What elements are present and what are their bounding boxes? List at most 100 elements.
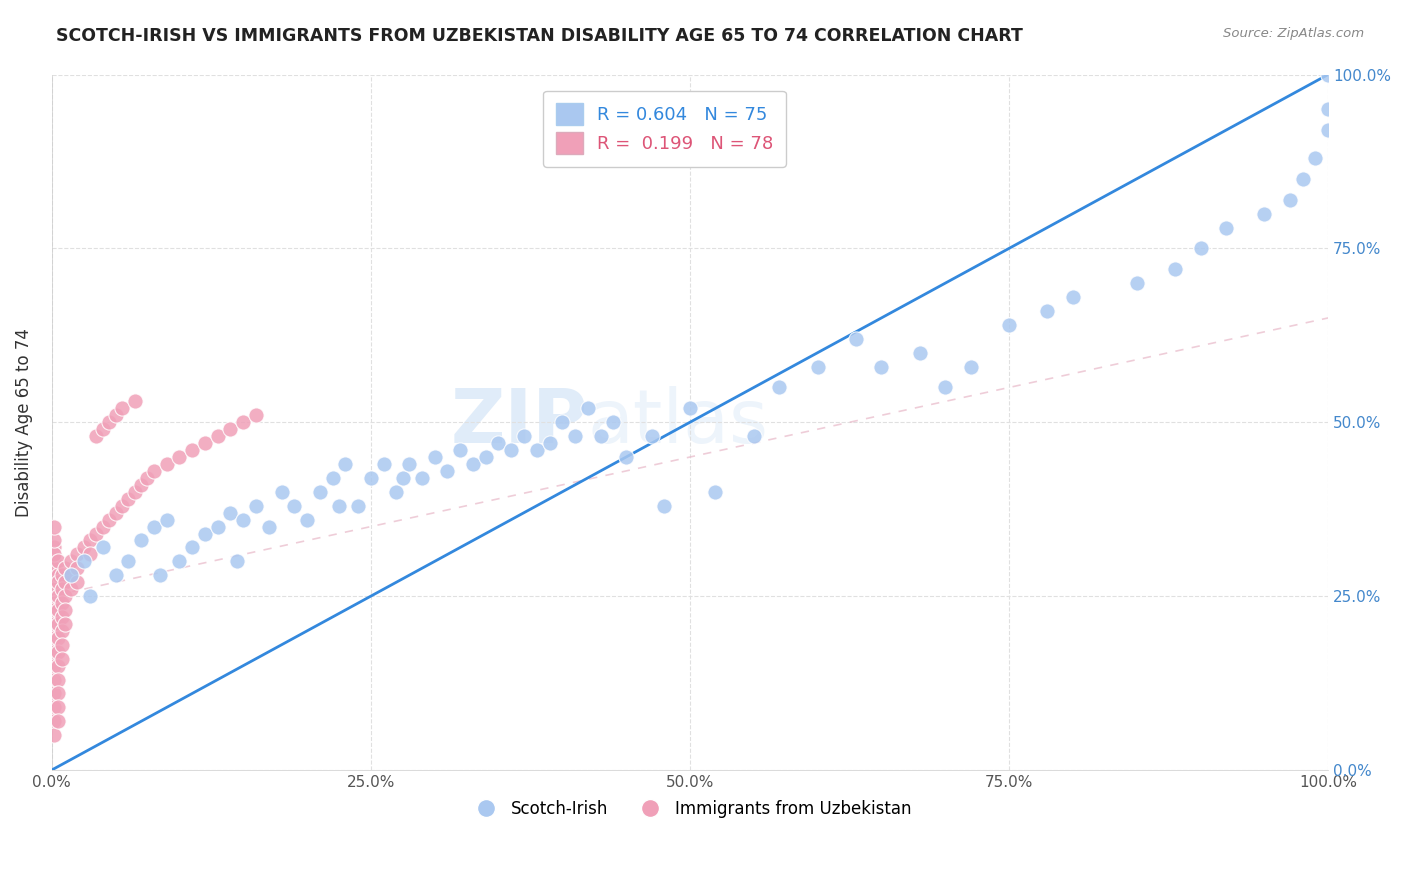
Point <box>66 548 89 562</box>
Point <box>117 491 139 506</box>
Point <box>111 499 134 513</box>
Point <box>66 561 89 575</box>
Point <box>98 415 121 429</box>
Point <box>501 443 523 458</box>
Point <box>44 603 66 617</box>
Point <box>51 638 73 652</box>
Point <box>59 568 82 582</box>
Point <box>129 478 152 492</box>
Point <box>998 318 1021 332</box>
Point <box>136 471 159 485</box>
Point <box>589 429 612 443</box>
Point <box>59 582 82 597</box>
Point <box>436 464 458 478</box>
Point <box>53 603 76 617</box>
Point <box>423 450 446 464</box>
Point <box>156 513 179 527</box>
Point <box>44 645 66 659</box>
Point <box>169 554 191 568</box>
Point <box>46 603 69 617</box>
Point <box>270 484 292 499</box>
Point <box>44 561 66 575</box>
Point <box>679 401 702 416</box>
Point <box>1305 151 1327 165</box>
Point <box>44 658 66 673</box>
Point <box>44 728 66 742</box>
Point <box>59 554 82 568</box>
Point <box>219 506 242 520</box>
Point <box>51 596 73 610</box>
Point <box>1291 171 1313 186</box>
Point <box>86 526 108 541</box>
Point <box>44 673 66 687</box>
Legend: Scotch-Irish, Immigrants from Uzbekistan: Scotch-Irish, Immigrants from Uzbekistan <box>463 793 918 824</box>
Point <box>44 568 66 582</box>
Text: SCOTCH-IRISH VS IMMIGRANTS FROM UZBEKISTAN DISABILITY AGE 65 TO 74 CORRELATION C: SCOTCH-IRISH VS IMMIGRANTS FROM UZBEKIST… <box>56 27 1024 45</box>
Point <box>614 450 637 464</box>
Point <box>1278 193 1301 207</box>
Point <box>283 499 305 513</box>
Y-axis label: Disability Age 65 to 74: Disability Age 65 to 74 <box>15 328 32 516</box>
Point <box>53 616 76 631</box>
Point <box>44 554 66 568</box>
Point <box>44 541 66 555</box>
Point <box>46 714 69 729</box>
Point <box>551 415 574 429</box>
Point <box>46 589 69 603</box>
Point <box>806 359 828 374</box>
Point <box>44 616 66 631</box>
Point <box>742 429 765 443</box>
Point <box>373 457 395 471</box>
Point <box>1215 220 1237 235</box>
Point <box>73 554 96 568</box>
Point <box>51 651 73 665</box>
Point <box>46 616 69 631</box>
Point <box>335 457 357 471</box>
Point <box>870 359 893 374</box>
Point <box>53 561 76 575</box>
Point <box>79 589 101 603</box>
Point <box>44 575 66 590</box>
Point <box>768 380 790 394</box>
Point <box>104 506 127 520</box>
Point <box>51 624 73 638</box>
Point <box>576 401 599 416</box>
Point <box>232 415 254 429</box>
Point <box>124 484 146 499</box>
Point <box>46 554 69 568</box>
Point <box>44 519 66 533</box>
Point <box>602 415 624 429</box>
Point <box>73 541 96 555</box>
Point <box>194 526 217 541</box>
Point <box>295 513 318 527</box>
Point <box>1062 290 1084 304</box>
Point <box>44 714 66 729</box>
Point <box>1164 262 1187 277</box>
Point <box>385 484 408 499</box>
Point <box>181 443 204 458</box>
Point <box>46 673 69 687</box>
Point <box>474 450 496 464</box>
Point <box>461 457 484 471</box>
Point <box>1125 276 1147 290</box>
Point <box>488 436 510 450</box>
Point <box>44 533 66 548</box>
Point <box>347 499 370 513</box>
Point <box>46 631 69 645</box>
Point <box>219 422 242 436</box>
Point <box>640 429 662 443</box>
Text: Source: ZipAtlas.com: Source: ZipAtlas.com <box>1223 27 1364 40</box>
Point <box>194 436 217 450</box>
Text: ZIP: ZIP <box>450 385 588 458</box>
Point <box>111 401 134 416</box>
Point <box>44 700 66 714</box>
Point <box>66 575 89 590</box>
Point <box>46 568 69 582</box>
Point <box>513 429 536 443</box>
Point <box>59 568 82 582</box>
Text: atlas: atlas <box>588 385 769 458</box>
Point <box>53 575 76 590</box>
Point <box>704 484 727 499</box>
Point <box>98 513 121 527</box>
Point <box>51 568 73 582</box>
